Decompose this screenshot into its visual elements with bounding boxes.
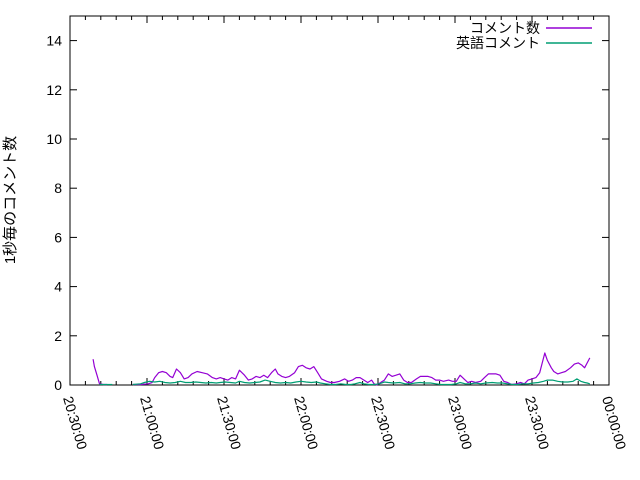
plot-area: 20:30:00 21:00:00 21:30:00 22:00:00 22:30:00…: [46, 15, 630, 451]
x-tick-label: 22:30:00: [368, 394, 398, 451]
y-tick-label: 0: [54, 377, 62, 393]
x-tick-label: 23:30:00: [522, 394, 552, 451]
x-tick-label: 20:30:00: [60, 394, 90, 451]
y-tick-label: 10: [46, 131, 62, 147]
series-line-0: [132, 352, 591, 386]
x-tick-label: 22:00:00: [291, 394, 321, 451]
x-tick-label: 23:00:00: [445, 394, 475, 451]
y-tick-label: 4: [54, 279, 62, 295]
plot-frame: [69, 15, 610, 386]
legend-label-comments: コメント数: [470, 20, 540, 36]
y-tick-label: 12: [46, 82, 62, 98]
legend: コメント数 英語コメント: [456, 20, 592, 51]
series-line-0: [92, 359, 108, 386]
series-line-1: [132, 378, 590, 386]
y-axis-title: 1秒毎のコメント数: [2, 136, 19, 264]
legend-label-english-comments: 英語コメント: [456, 35, 540, 51]
x-tick-label: 21:30:00: [214, 394, 244, 451]
y-tick-label: 2: [54, 328, 62, 344]
y-tick-label: 8: [54, 180, 62, 196]
x-tick-label: 21:00:00: [137, 394, 167, 451]
y-tick-label: 6: [54, 229, 62, 245]
x-tick-label: 00:00:00: [599, 394, 629, 451]
y-tick-label: 14: [46, 33, 62, 49]
